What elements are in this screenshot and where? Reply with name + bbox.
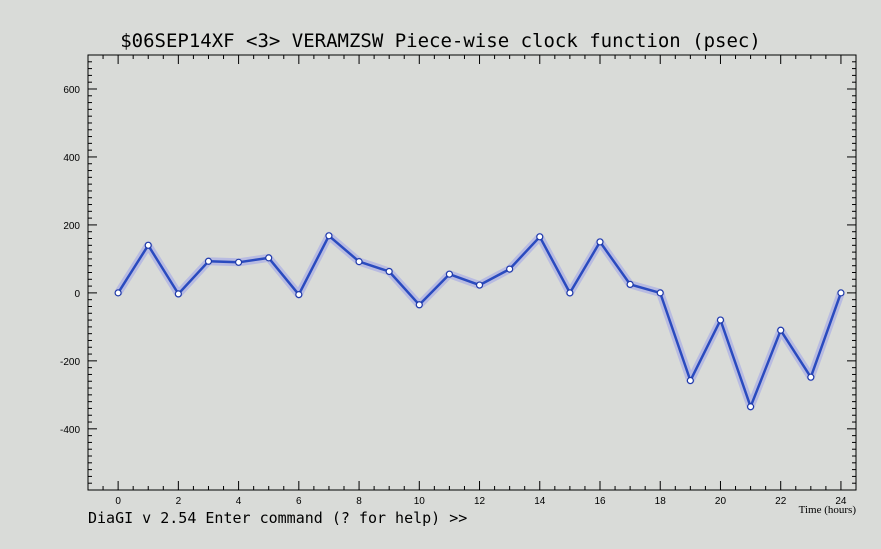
command-prompt[interactable]: DiaGI v 2.54 Enter command (? for help) … — [88, 509, 468, 527]
y-tick-label: 400 — [63, 153, 80, 164]
data-point — [415, 301, 423, 309]
data-point — [295, 290, 303, 299]
y-tick-label: -200 — [60, 357, 80, 368]
x-tick-label: 20 — [715, 496, 727, 507]
data-point — [325, 232, 333, 240]
data-point — [385, 267, 393, 276]
data-point — [566, 289, 574, 297]
data-point — [596, 238, 604, 246]
series-lines — [117, 234, 843, 408]
data-point — [686, 376, 694, 385]
data-point — [837, 289, 845, 297]
x-tick-label: 8 — [356, 496, 362, 507]
x-tick-label: 18 — [655, 496, 667, 507]
x-tick-label: 14 — [534, 496, 546, 507]
x-tick-label: 16 — [594, 496, 606, 507]
data-point — [355, 258, 363, 266]
x-tick-label: 12 — [474, 496, 486, 507]
y-tick-label: 200 — [63, 221, 80, 232]
x-axis-label: Time (hours) — [799, 504, 857, 516]
data-point — [234, 258, 243, 266]
data-point — [656, 289, 664, 297]
y-tick-label: 600 — [63, 85, 80, 96]
x-tick-label: 22 — [775, 496, 787, 507]
x-tick-label: 24 — [835, 496, 847, 507]
data-point — [174, 290, 182, 298]
x-tick-label: 0 — [115, 496, 121, 507]
chart-title: $06SEP14XF <3> VERAMZSW Piece-wise clock… — [120, 30, 761, 52]
data-point — [716, 316, 725, 324]
data-point — [114, 289, 122, 297]
x-tick-label: 6 — [296, 496, 302, 507]
series-line — [117, 234, 843, 408]
data-point — [506, 265, 514, 273]
y-axis-ticks: -400 -200 0 200 400 600 — [60, 54, 856, 491]
data-point — [626, 280, 634, 288]
y-tick-label: 0 — [74, 289, 80, 300]
data-point — [475, 281, 484, 289]
data-point — [144, 241, 152, 249]
x-tick-label: 4 — [236, 496, 242, 507]
data-point — [536, 233, 544, 241]
data-point — [746, 403, 755, 411]
data-point — [777, 326, 785, 334]
x-tick-label: 10 — [414, 496, 426, 507]
data-point — [445, 270, 454, 278]
x-axis-ticks: 0 2 4 6 8 10 12 14 16 18 20 22 24 — [102, 55, 857, 507]
series-points — [114, 232, 845, 411]
data-point — [204, 257, 213, 265]
x-tick-label: 2 — [176, 496, 182, 507]
data-point — [807, 373, 815, 381]
y-tick-label: -400 — [60, 425, 80, 436]
data-point — [265, 254, 273, 262]
